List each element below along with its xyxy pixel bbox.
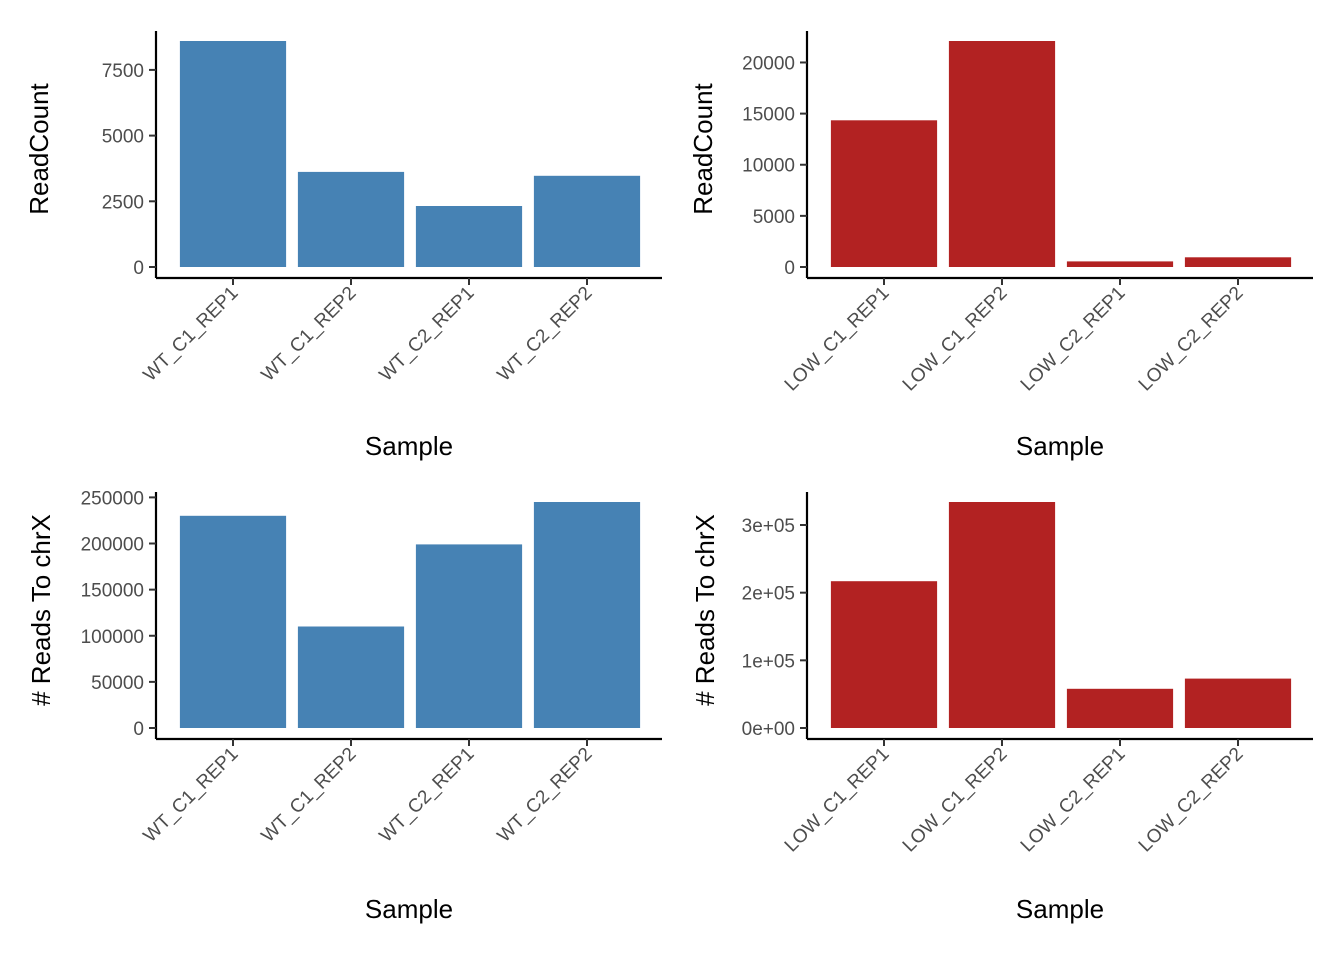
x-tick-label: LOW_C2_REP2	[1135, 744, 1248, 857]
bar-low-c2-rep1	[1066, 688, 1174, 728]
panel-bottom-right: 0e+00 1e+05 2e+05 3e+05 LOW_C1_REP1 LOW_C1_RE…	[690, 492, 1313, 924]
bar-wt-c2-rep1	[415, 544, 523, 728]
y-tick-label: 5000	[753, 207, 795, 228]
y-tick-label: 0	[133, 719, 144, 740]
y-tick-label: 0e+00	[742, 719, 795, 740]
y-axis-title: ReadCount	[688, 82, 718, 214]
y-tick-label: 50000	[91, 673, 144, 694]
x-tick-label: WT_C2_REP2	[494, 283, 597, 386]
bar-wt-c1-rep2	[297, 626, 405, 728]
y-tick-label: 250000	[81, 488, 144, 509]
y-axis-title: # Reads To chrX	[26, 514, 56, 706]
x-tick-label: LOW_C1_REP2	[899, 744, 1012, 857]
x-tick-label: LOW_C1_REP1	[781, 283, 894, 396]
y-axis-title: ReadCount	[24, 82, 54, 214]
x-axis-title: Sample	[1016, 894, 1104, 924]
y-tick-label: 100000	[81, 627, 144, 648]
y-tick-label: 0	[784, 258, 795, 279]
bar-wt-c1-rep1	[179, 41, 287, 267]
bar-low-c2-rep2	[1184, 257, 1292, 267]
bar-low-c1-rep1	[830, 120, 938, 267]
y-axis-title: # Reads To chrX	[690, 514, 720, 706]
y-tick-label: 2e+05	[742, 584, 795, 605]
bar-wt-c2-rep2	[533, 502, 641, 728]
x-tick-label: WT_C1_REP2	[258, 283, 361, 386]
x-tick-label: WT_C1_REP1	[140, 283, 243, 386]
bar-wt-c1-rep2	[297, 171, 405, 267]
bar-low-c1-rep2	[948, 41, 1056, 267]
x-tick-label: WT_C2_REP2	[494, 744, 597, 847]
x-tick-label: LOW_C1_REP2	[899, 283, 1012, 396]
x-axis-title: Sample	[365, 894, 453, 924]
x-tick-label: WT_C1_REP2	[258, 744, 361, 847]
x-tick-label: LOW_C2_REP2	[1135, 283, 1248, 396]
y-tick-label: 3e+05	[742, 516, 795, 537]
x-axis-title: Sample	[1016, 431, 1104, 461]
y-tick-label: 150000	[81, 581, 144, 602]
y-tick-label: 5000	[102, 127, 144, 148]
bar-low-c1-rep1	[830, 581, 938, 728]
y-tick-label: 20000	[742, 53, 795, 74]
panel-top-right: 0 5000 10000 15000 20000 LOW_C1_REP1 LOW_C1_RE…	[688, 31, 1313, 461]
y-tick-label: 200000	[81, 535, 144, 556]
y-tick-label: 0	[133, 258, 144, 279]
bar-wt-c2-rep1	[415, 206, 523, 267]
y-tick-label: 7500	[102, 61, 144, 82]
x-axis-title: Sample	[365, 431, 453, 461]
bar-low-c2-rep1	[1066, 261, 1174, 267]
x-tick-label: LOW_C2_REP1	[1017, 283, 1130, 396]
bar-low-c1-rep2	[948, 502, 1056, 728]
bar-wt-c1-rep1	[179, 515, 287, 728]
bar-low-c2-rep2	[1184, 678, 1292, 728]
x-tick-label: LOW_C1_REP1	[781, 744, 894, 857]
x-tick-label: WT_C2_REP1	[376, 283, 479, 386]
y-tick-label: 2500	[102, 192, 144, 213]
bar-wt-c2-rep2	[533, 175, 641, 267]
y-tick-label: 1e+05	[742, 651, 795, 672]
panel-bottom-left: 0 50000 100000 150000 200000 250000 WT_C1_REP1…	[26, 488, 662, 924]
x-tick-label: WT_C1_REP1	[140, 744, 243, 847]
y-tick-label: 15000	[742, 105, 795, 126]
x-tick-label: LOW_C2_REP1	[1017, 744, 1130, 857]
y-tick-label: 10000	[742, 156, 795, 177]
x-tick-label: WT_C2_REP1	[376, 744, 479, 847]
